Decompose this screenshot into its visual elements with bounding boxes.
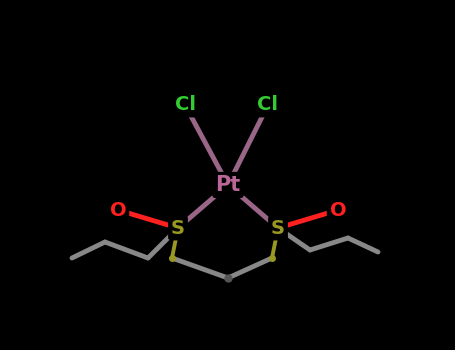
Text: S: S bbox=[171, 218, 185, 238]
Text: Pt: Pt bbox=[215, 175, 241, 195]
Text: Cl: Cl bbox=[175, 96, 196, 114]
Text: O: O bbox=[110, 201, 126, 219]
Text: O: O bbox=[330, 201, 346, 219]
Text: Cl: Cl bbox=[258, 96, 278, 114]
Text: S: S bbox=[271, 218, 285, 238]
